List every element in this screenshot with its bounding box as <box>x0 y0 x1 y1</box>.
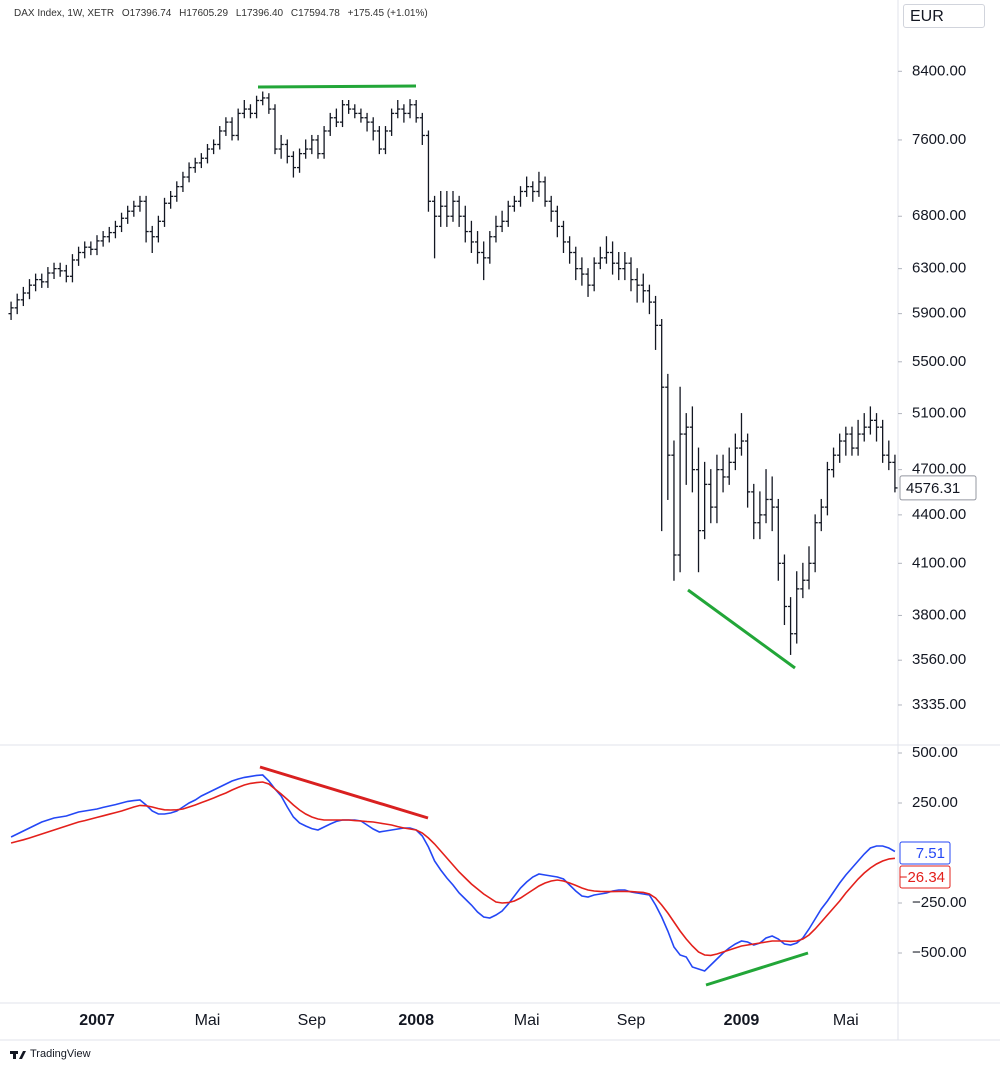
last-value-label: 7.51 <box>916 845 945 862</box>
y-tick-label: 5100.00 <box>912 405 966 422</box>
currency-button[interactable]: EUR <box>903 4 985 28</box>
indicator-line <box>10 781 896 957</box>
x-tick-label: Mai <box>514 1012 540 1029</box>
last-value-tag <box>899 841 951 865</box>
plot-layers: 2007 Mai Sep 2008 Mai Sep 2009 Mai 8400.00 7600.0… <box>8 62 977 1029</box>
y-tick-label: 6800.00 <box>912 207 966 224</box>
trend-annotation <box>257 84 417 89</box>
trend-annotation <box>687 588 796 670</box>
y-tick-label: 500.00 <box>912 744 958 761</box>
y-tick-label: 6300.00 <box>912 260 966 277</box>
last-value-label: −26.34 <box>899 869 945 886</box>
y-tick-label: 5900.00 <box>912 305 966 322</box>
x-tick-label: Mai <box>833 1012 859 1029</box>
chart-header: DAX Index, 1W, XETR O17396.74 H17605.29 … <box>14 8 433 19</box>
x-tick-label: 2007 <box>79 1012 115 1029</box>
y-tick-label: 3800.00 <box>912 606 966 623</box>
trend-annotation <box>259 765 429 820</box>
y-tick-label: 3560.00 <box>912 651 966 668</box>
ohlc-value: C17594.78 <box>290 8 340 19</box>
change-value: +175.45 (+1.01%) <box>347 8 428 19</box>
trend-annotation <box>705 951 809 987</box>
x-tick-label: 2009 <box>724 1012 760 1029</box>
y-tick-label: 4100.00 <box>912 554 966 571</box>
x-tick-label: Mai <box>195 1012 221 1029</box>
brand-logo <box>10 1051 26 1059</box>
y-tick-label: 3335.00 <box>912 696 966 713</box>
ohlc-value: L17396.40 <box>235 8 284 19</box>
indicator-line <box>10 774 896 972</box>
ohlc-value: H17605.29 <box>179 8 229 19</box>
y-tick-label: 250.00 <box>912 794 958 811</box>
last-value-tag <box>899 865 951 889</box>
x-tick-label: Sep <box>298 1012 327 1029</box>
x-tick-label: 2008 <box>398 1012 434 1029</box>
y-tick-label: −250.00 <box>912 894 967 911</box>
y-tick-label: 5500.00 <box>912 353 966 370</box>
y-tick-label: 8400.00 <box>912 62 966 79</box>
last-price-tag <box>899 475 977 501</box>
y-tick-label: 7600.00 <box>912 131 966 148</box>
symbol-title: DAX Index, 1W, XETR <box>14 8 115 19</box>
y-tick-label: −500.00 <box>912 944 967 961</box>
last-price-label: 4576.31 <box>906 480 960 497</box>
brand-name: TradingView <box>30 1048 91 1060</box>
y-tick-label: 4400.00 <box>912 506 966 523</box>
y-tick-label: 4700.00 <box>912 461 966 478</box>
ohlc-value: O17396.74 <box>121 8 172 19</box>
x-tick-label: Sep <box>617 1012 646 1029</box>
